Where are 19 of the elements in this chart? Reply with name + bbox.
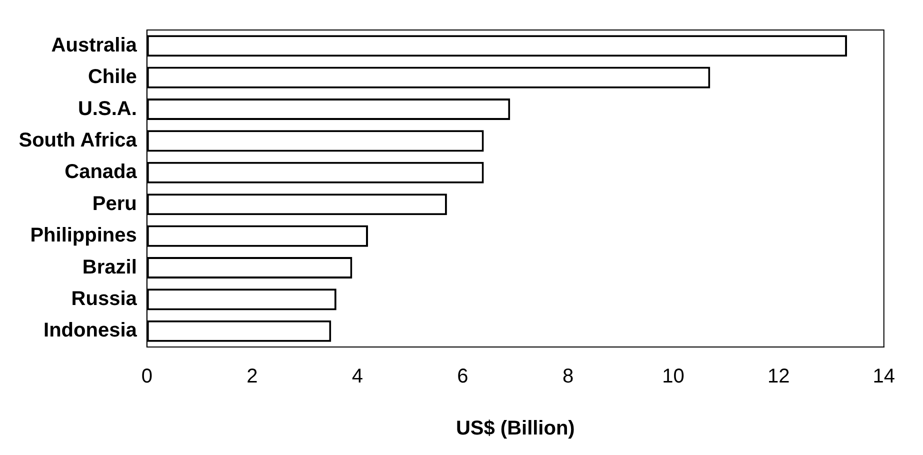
x-tick-label: 0 — [141, 366, 152, 388]
y-tick-label: U.S.A. — [78, 98, 137, 120]
x-tick-label: 14 — [872, 366, 895, 388]
x-tick-label: 6 — [457, 366, 468, 388]
x-tick-label: 2 — [246, 366, 258, 388]
x-tick-label: 12 — [767, 366, 790, 388]
x-tick-label: 10 — [662, 366, 684, 388]
y-tick-label: Russia — [71, 288, 138, 310]
y-tick-label: Canada — [64, 161, 138, 184]
y-tick-label: Peru — [92, 192, 137, 215]
x-tick-label: 4 — [352, 366, 364, 388]
y-tick-label: South Africa — [18, 129, 138, 152]
y-tick-label: Australia — [51, 34, 138, 56]
x-axis-title: US$ (Billion) — [456, 418, 575, 440]
y-tick-label: Indonesia — [44, 320, 138, 342]
y-tick-label: Philippines — [30, 224, 137, 247]
x-tick-label: 8 — [562, 366, 574, 388]
y-tick-label: Brazil — [82, 256, 137, 278]
y-tick-label: Chile — [88, 66, 137, 88]
